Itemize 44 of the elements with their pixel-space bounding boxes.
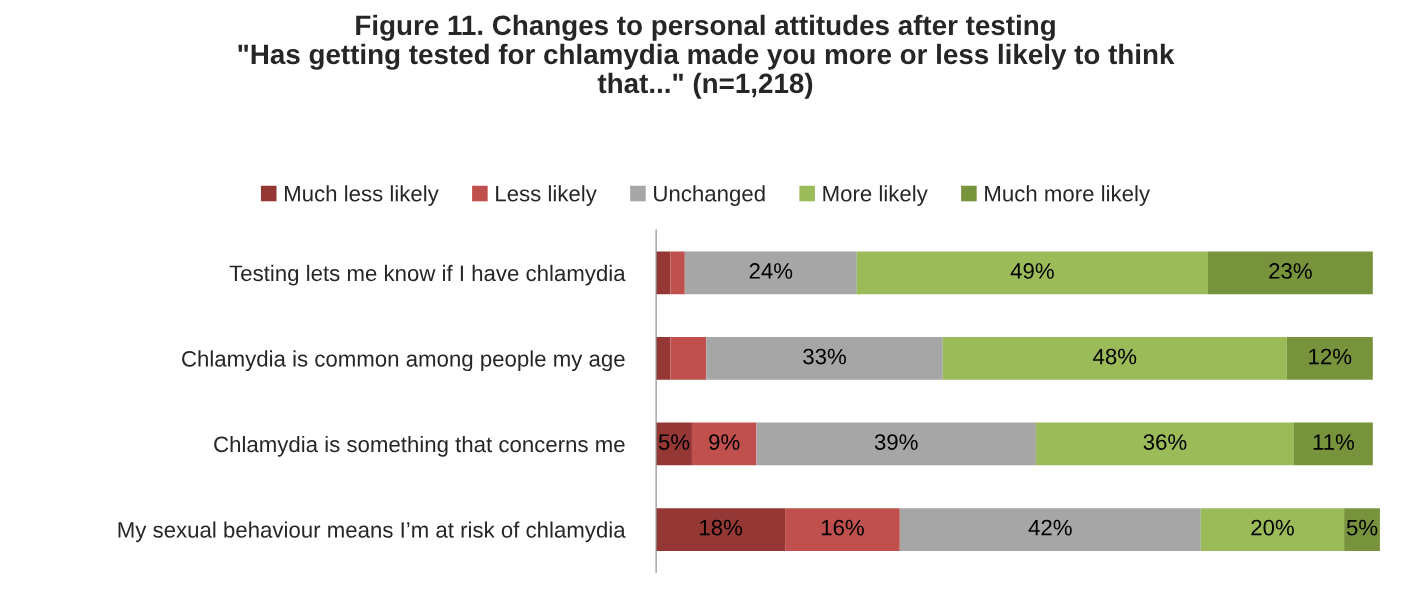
bar [1286,337,1373,380]
legend-label: More likely [823,185,928,206]
data-label: 11% [1313,434,1354,450]
data-label: 20% [1251,519,1294,536]
legend-label: Unchanged [654,185,765,206]
bar [1207,251,1373,295]
data-label: 5% [658,434,690,450]
bar [706,337,943,380]
bar [1293,422,1373,466]
bar [1200,508,1345,551]
data-label: 24% [749,263,793,279]
bar [1035,422,1294,466]
data-label: 39% [874,434,918,450]
y-tick-label: My sexual behaviour means I’m at risk of chlamydia [118,521,626,543]
data-label: 42% [1028,519,1072,536]
bar [656,337,671,380]
bar [899,508,1201,551]
data-label: 16% [821,519,864,536]
bar [856,251,1208,295]
bar [684,251,857,295]
legend-label: Much more likely [985,185,1151,206]
bar [785,508,900,551]
bar [670,337,707,380]
bar [656,508,786,551]
data-label: 48% [1093,348,1137,365]
legend-label: Much less likely [285,185,439,206]
bar [670,251,685,295]
data-label: 18% [700,519,743,536]
bar [691,422,757,466]
bar [942,337,1287,380]
data-label: 36% [1143,434,1187,450]
bar [756,422,1036,466]
data-label: 23% [1269,263,1312,279]
y-tick-label: Chlamydia is common among people my age [182,350,625,372]
y-tick-label: Testing lets me know if I have chlamydia [229,264,626,286]
data-label: 33% [803,348,846,365]
legend-label: Less likely [496,185,597,206]
data-label: 5% [1346,519,1378,536]
data-label: 9% [709,434,740,450]
bar [656,251,671,295]
chart-title: Figure 11. Changes to personal attitudes after testing "Has getting tested for chlamydia made you more or less likely to think that..." (n=1,218) [238,14,1175,99]
data-label: 12% [1309,348,1352,365]
y-tick-label: Chlamydia is something that concerns me [214,435,625,457]
data-label: 49% [1010,263,1054,279]
